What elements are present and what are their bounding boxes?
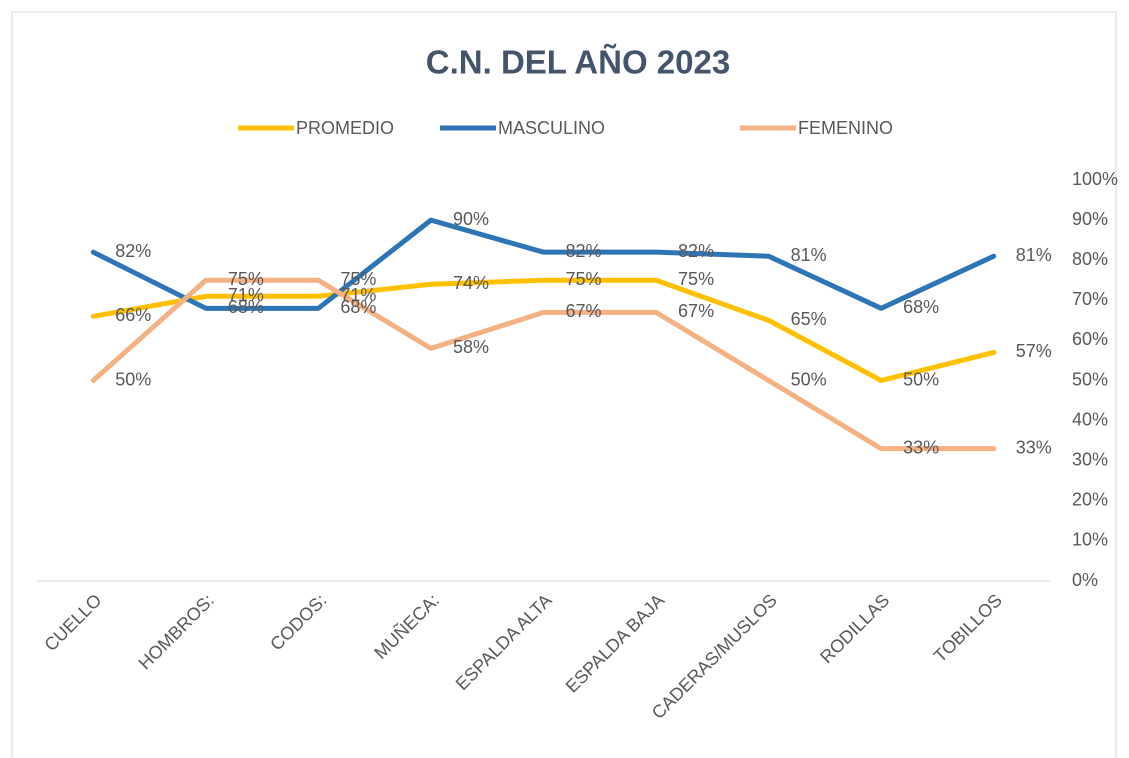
series-line (90, 277, 997, 383)
data-label: 81% (1016, 245, 1052, 265)
data-label: 58% (453, 337, 489, 357)
data-label: 33% (1016, 437, 1052, 457)
legend-label: FEMENINO (798, 118, 893, 138)
data-label: 75% (678, 269, 714, 289)
data-label: 66% (115, 305, 151, 325)
y-tick-label: 20% (1072, 490, 1108, 510)
data-label: 75% (228, 269, 264, 289)
y-tick-label: 70% (1072, 289, 1108, 309)
data-label: 68% (340, 297, 376, 317)
data-label: 67% (566, 301, 602, 321)
y-tick-label: 60% (1072, 329, 1108, 349)
y-tick-label: 80% (1072, 249, 1108, 269)
data-label: 71% (340, 285, 376, 305)
data-label: 50% (791, 369, 827, 389)
y-tick-label: 10% (1072, 530, 1108, 550)
y-tick-label: 90% (1072, 209, 1108, 229)
chart-title: C.N. DEL AÑO 2023 (426, 44, 730, 81)
y-tick-label: 100% (1072, 169, 1118, 189)
data-label: 68% (903, 297, 939, 317)
data-label: 82% (678, 241, 714, 261)
chart-frame (11, 11, 1117, 758)
data-label: 71% (228, 285, 264, 305)
legend-label: PROMEDIO (296, 118, 394, 138)
data-label: 90% (453, 209, 489, 229)
data-label: 68% (228, 297, 264, 317)
data-label: 82% (566, 241, 602, 261)
data-label: 74% (453, 273, 489, 293)
y-tick-label: 50% (1072, 369, 1108, 389)
y-tick-label: 30% (1072, 449, 1108, 469)
series-line (90, 277, 997, 452)
data-label: 57% (1016, 341, 1052, 361)
series-line (90, 217, 997, 311)
data-label: 75% (566, 269, 602, 289)
data-label: 81% (791, 245, 827, 265)
data-label: 50% (115, 369, 151, 389)
data-label: 50% (903, 369, 939, 389)
data-label: 65% (791, 309, 827, 329)
data-label: 33% (903, 437, 939, 457)
data-label: 75% (340, 269, 376, 289)
y-tick-label: 0% (1072, 570, 1098, 590)
legend-label: MASCULINO (498, 118, 605, 138)
data-label: 67% (678, 301, 714, 321)
y-tick-label: 40% (1072, 409, 1108, 429)
data-label: 82% (115, 241, 151, 261)
